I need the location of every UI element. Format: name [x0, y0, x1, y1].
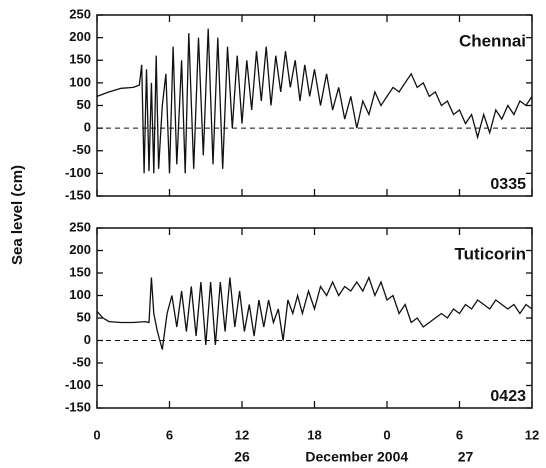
date-label: 27	[458, 449, 474, 465]
time-label: 0423	[490, 388, 526, 405]
y-tick-label: -50	[72, 354, 91, 369]
y-tick-label: 200	[69, 29, 91, 44]
y-axis-label: Sea level (cm)	[9, 165, 26, 265]
x-tick-label: 0	[93, 427, 100, 442]
sea-level-line	[96, 28, 533, 174]
y-tick-label: 200	[69, 242, 91, 257]
sea-level-line	[96, 275, 533, 350]
y-tick-label: 250	[69, 6, 91, 21]
station-name: Chennai	[459, 31, 526, 50]
y-tick-label: 0	[84, 332, 91, 347]
time-label: 0335	[490, 176, 526, 193]
date-label: 26	[234, 449, 250, 465]
x-tick-label: 6	[166, 427, 173, 442]
y-tick-label: 100	[69, 287, 91, 302]
y-tick-label: 250	[69, 219, 91, 234]
y-tick-label: -150	[65, 399, 91, 414]
x-tick-label: 6	[456, 427, 463, 442]
y-tick-label: 0	[84, 120, 91, 135]
y-tick-label: 100	[69, 74, 91, 89]
date-label: December 2004	[305, 449, 408, 465]
y-tick-label: 50	[77, 309, 91, 324]
station-name: Tuticorin	[455, 244, 526, 263]
y-tick-label: -100	[65, 377, 91, 392]
x-tick-label: 18	[307, 427, 321, 442]
x-tick-label: 12	[235, 427, 249, 442]
x-tick-label: 0	[383, 427, 390, 442]
y-tick-label: -100	[65, 165, 91, 180]
y-tick-label: 50	[77, 97, 91, 112]
y-tick-label: -150	[65, 187, 91, 202]
y-tick-label: 150	[69, 264, 91, 279]
y-tick-label: -50	[72, 142, 91, 157]
x-tick-label: 12	[525, 427, 539, 442]
y-tick-label: 150	[69, 52, 91, 67]
